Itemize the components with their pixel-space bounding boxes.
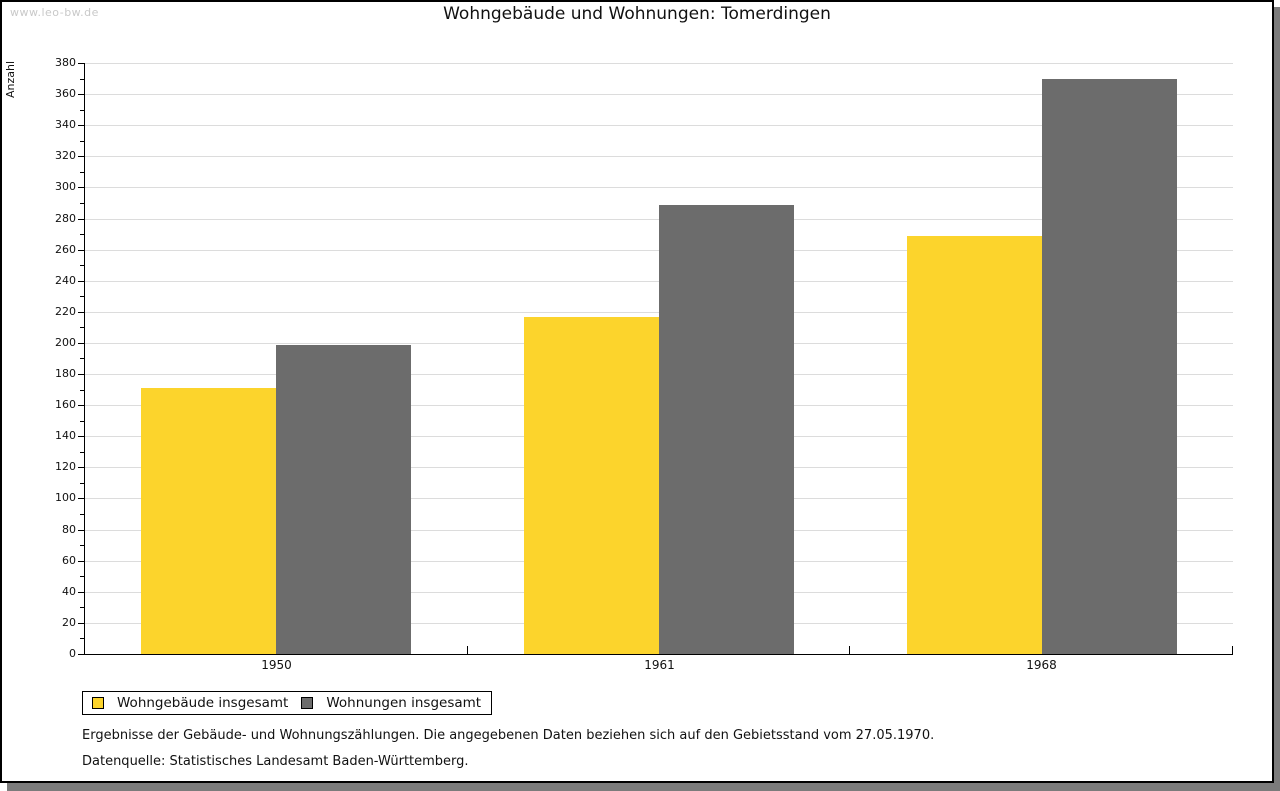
y-tick-label-100: 100 <box>55 491 76 504</box>
y-major-tick-300 <box>78 187 84 188</box>
y-major-tick-360 <box>78 94 84 95</box>
y-major-tick-280 <box>78 219 84 220</box>
chart-title: Wohngebäude und Wohnungen: Tomerdingen <box>443 4 831 24</box>
y-tick-label-60: 60 <box>62 554 76 567</box>
bar-1961-wohnungen <box>659 205 794 654</box>
gridline-380 <box>85 63 1233 64</box>
footnote-datenquelle: Datenquelle: Statistisches Landesamt Bad… <box>82 754 469 769</box>
legend-item-wohngebaeude: Wohngebäude insgesamt <box>92 695 288 711</box>
y-major-tick-60 <box>78 561 84 562</box>
x-tick-label-1961: 1961 <box>644 658 675 672</box>
gridline-320 <box>85 156 1233 157</box>
y-major-tick-140 <box>78 436 84 437</box>
y-tick-label-20: 20 <box>62 616 76 629</box>
x-tick-label-1950: 1950 <box>261 658 292 672</box>
y-minor-tick-130 <box>80 452 84 453</box>
y-minor-tick-90 <box>80 514 84 515</box>
y-minor-tick-290 <box>80 203 84 204</box>
x-boundary-tick-1 <box>467 646 468 654</box>
y-tick-label-240: 240 <box>55 274 76 287</box>
legend-label-wohngebaeude: Wohngebäude insgesamt <box>117 695 289 711</box>
y-minor-tick-70 <box>80 545 84 546</box>
y-tick-label-40: 40 <box>62 585 76 598</box>
y-minor-tick-370 <box>80 79 84 80</box>
y-minor-tick-270 <box>80 234 84 235</box>
y-major-tick-380 <box>78 63 84 64</box>
x-boundary-tick-2 <box>849 646 850 654</box>
y-major-tick-0 <box>78 654 84 655</box>
y-tick-label-80: 80 <box>62 523 76 536</box>
bar-1950-wohngebaeude <box>141 388 276 654</box>
y-tick-label-200: 200 <box>55 336 76 349</box>
x-axis-line <box>84 654 1233 655</box>
y-tick-label-140: 140 <box>55 429 76 442</box>
y-tick-label-360: 360 <box>55 87 76 100</box>
gridline-340 <box>85 125 1233 126</box>
y-major-tick-40 <box>78 592 84 593</box>
y-tick-label-220: 220 <box>55 305 76 318</box>
legend-swatch-wohnungen <box>301 697 314 709</box>
y-tick-label-0: 0 <box>69 647 76 660</box>
y-major-tick-220 <box>78 312 84 313</box>
y-major-tick-160 <box>78 405 84 406</box>
y-major-tick-20 <box>78 623 84 624</box>
legend-label-wohnungen: Wohnungen insgesamt <box>326 695 482 711</box>
chart-area: 1950 1961 1968 0 20 40 60 80 100 120 140 160 180 200 2… <box>2 2 1272 781</box>
y-minor-tick-210 <box>80 327 84 328</box>
x-boundary-tick-3 <box>1232 646 1233 654</box>
y-tick-label-120: 120 <box>55 460 76 473</box>
y-minor-tick-330 <box>80 141 84 142</box>
y-major-tick-260 <box>78 250 84 251</box>
y-major-tick-340 <box>78 125 84 126</box>
y-minor-tick-150 <box>80 421 84 422</box>
y-major-tick-200 <box>78 343 84 344</box>
y-minor-tick-170 <box>80 390 84 391</box>
y-major-tick-80 <box>78 530 84 531</box>
y-major-tick-240 <box>78 281 84 282</box>
gridline-360 <box>85 94 1233 95</box>
y-minor-tick-230 <box>80 296 84 297</box>
y-tick-label-380: 380 <box>55 56 76 69</box>
bar-1950-wohnungen <box>276 345 411 654</box>
legend-swatch-wohngebaeude <box>92 697 104 709</box>
y-tick-label-180: 180 <box>55 367 76 380</box>
legend-item-wohnungen: Wohnungen insgesamt <box>301 695 481 711</box>
y-minor-tick-50 <box>80 576 84 577</box>
bar-1968-wohngebaeude <box>907 236 1042 654</box>
y-minor-tick-350 <box>80 110 84 111</box>
y-tick-label-160: 160 <box>55 398 76 411</box>
x-tick-label-1968: 1968 <box>1026 658 1057 672</box>
y-minor-tick-10 <box>80 638 84 639</box>
footnote-gebietsstand: Ergebnisse der Gebäude- und Wohnungszähl… <box>82 728 935 743</box>
y-major-tick-180 <box>78 374 84 375</box>
y-axis-line <box>84 63 85 655</box>
y-minor-tick-190 <box>80 358 84 359</box>
y-tick-label-320: 320 <box>55 149 76 162</box>
bar-1968-wohnungen <box>1042 79 1177 654</box>
y-tick-label-340: 340 <box>55 118 76 131</box>
y-major-tick-120 <box>78 467 84 468</box>
legend: Wohngebäude insgesamt Wohnungen insgesam… <box>82 691 492 715</box>
bar-1961-wohngebaeude <box>524 317 659 654</box>
y-tick-label-280: 280 <box>55 212 76 225</box>
gridline-300 <box>85 187 1233 188</box>
watermark-leo-bw: www.leo-bw.de <box>10 6 99 19</box>
y-minor-tick-310 <box>80 172 84 173</box>
y-tick-label-300: 300 <box>55 180 76 193</box>
y-major-tick-320 <box>78 156 84 157</box>
y-minor-tick-250 <box>80 265 84 266</box>
y-major-tick-100 <box>78 498 84 499</box>
y-minor-tick-30 <box>80 607 84 608</box>
y-minor-tick-110 <box>80 483 84 484</box>
y-tick-label-260: 260 <box>55 243 76 256</box>
